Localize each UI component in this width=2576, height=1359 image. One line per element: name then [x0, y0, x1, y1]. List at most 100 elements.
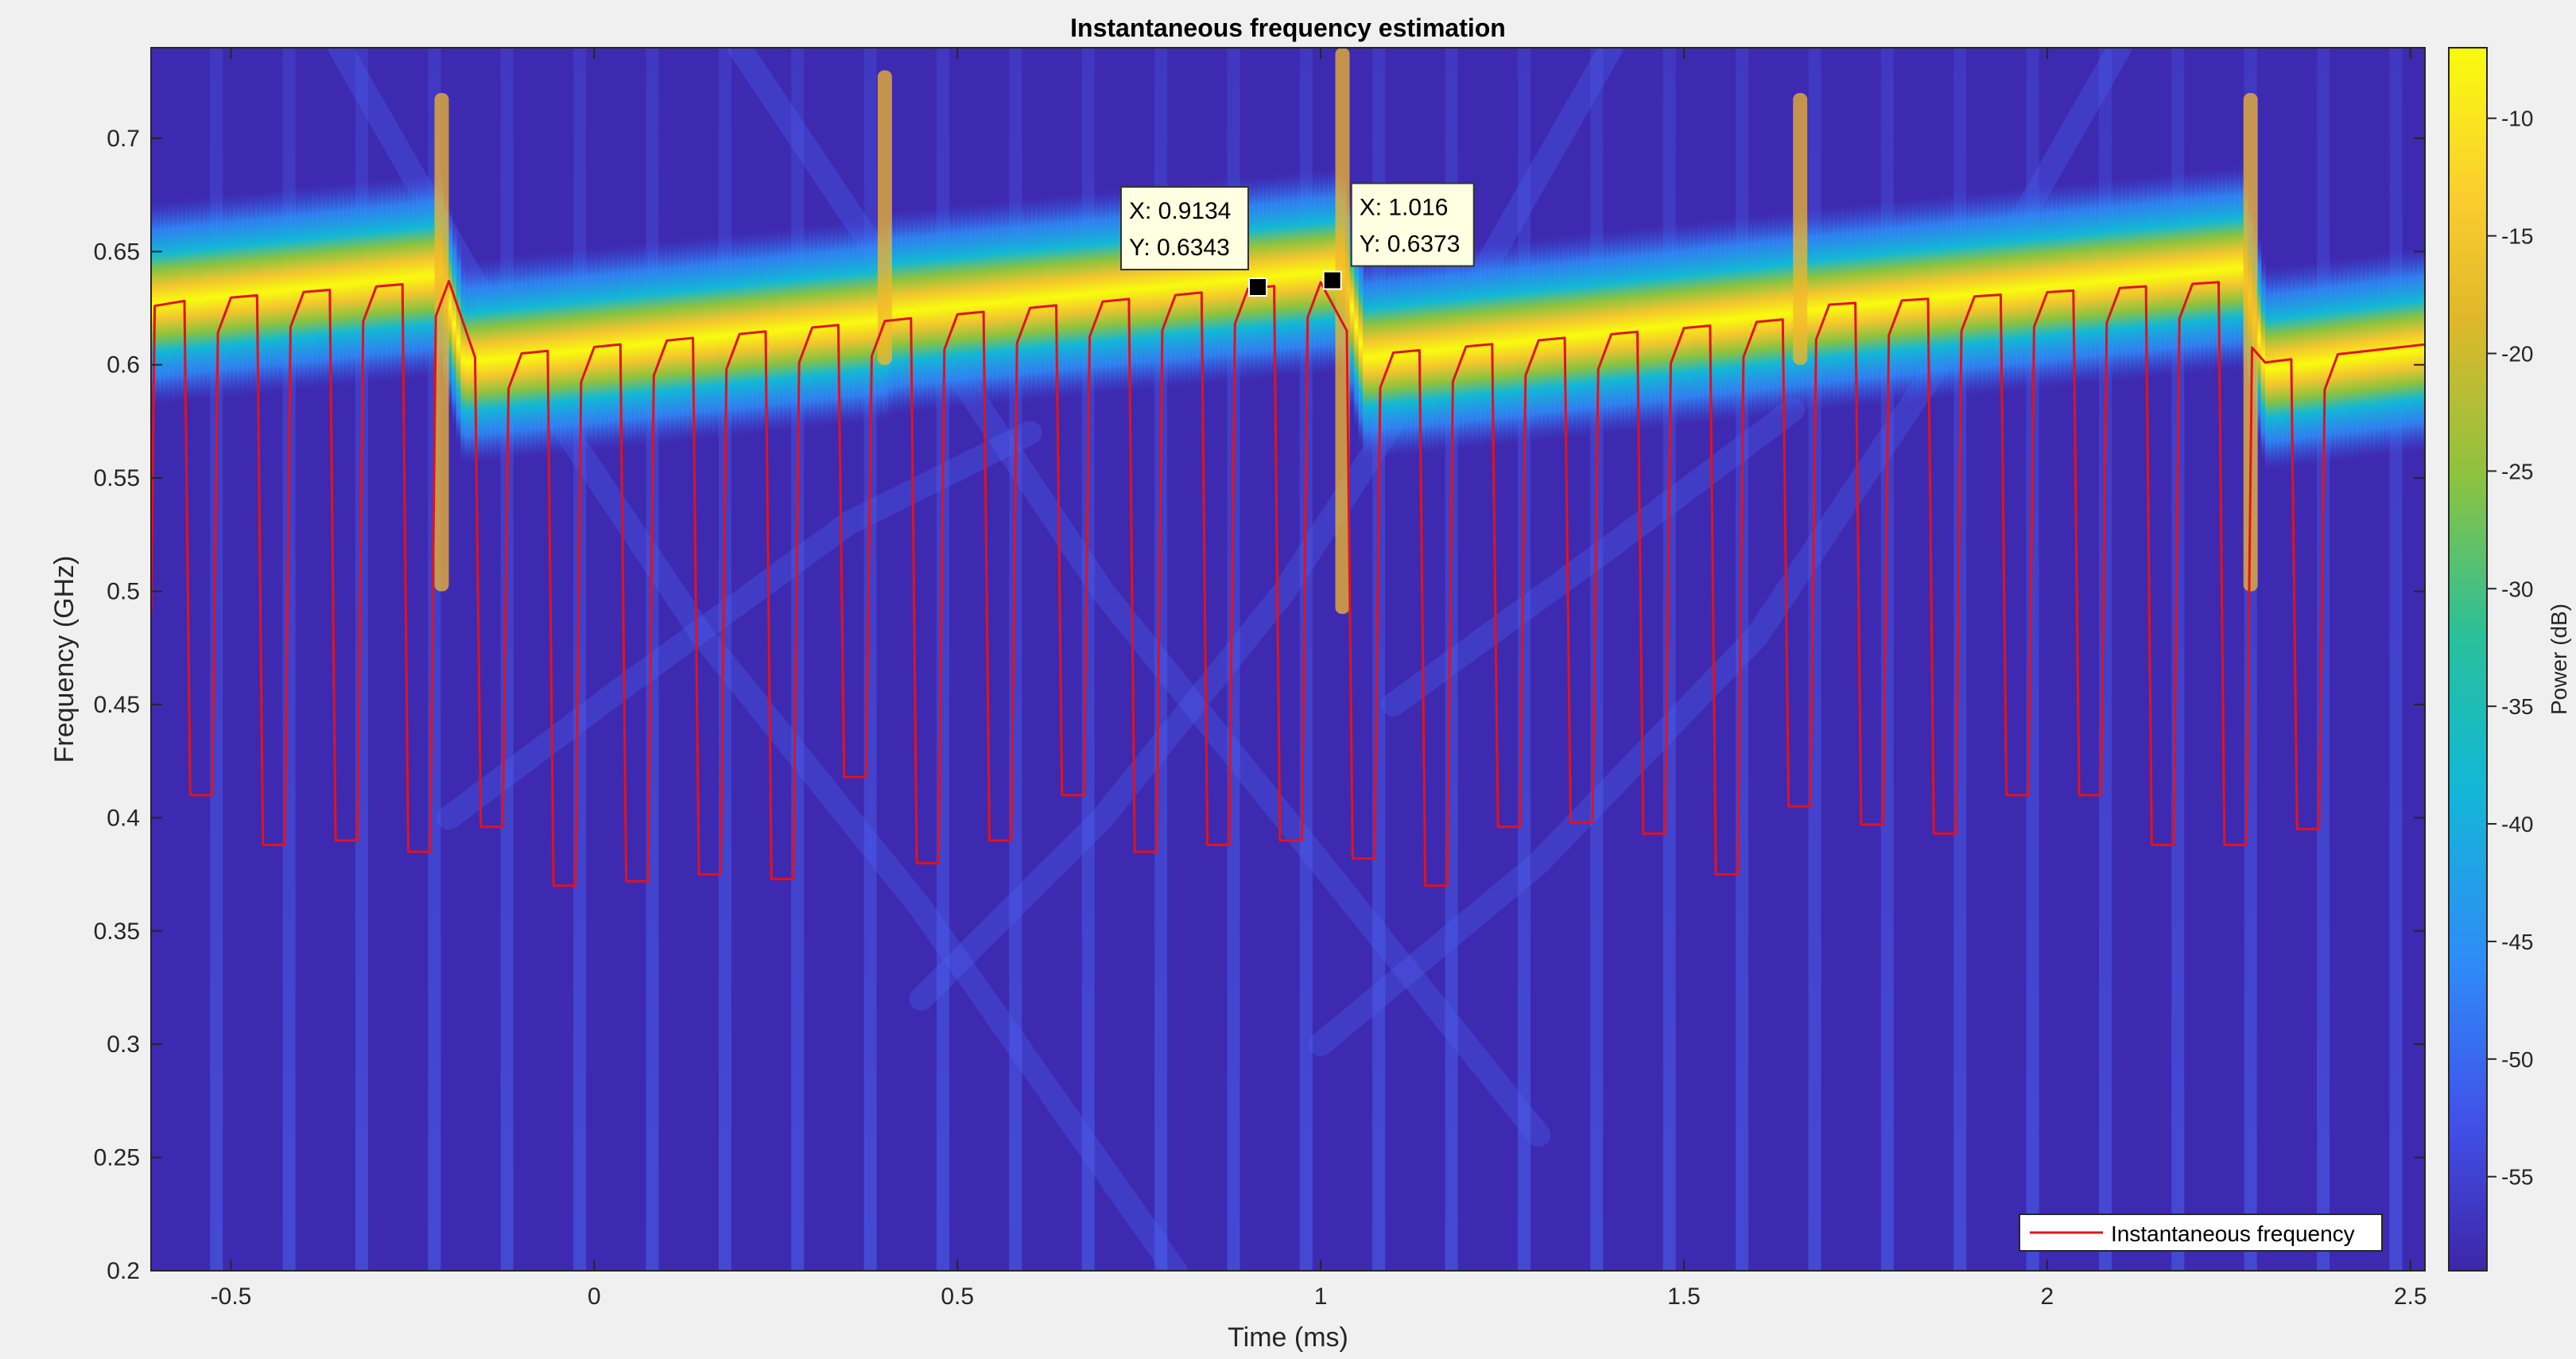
spectrogram-ridge-cell — [1776, 212, 1783, 417]
spectrogram-ridge-cell — [2008, 188, 2013, 393]
spectrogram-ridge-cell — [2291, 263, 2297, 468]
spectrogram-transient — [1793, 93, 1808, 365]
x-axis-label: Time (ms) — [1228, 1322, 1348, 1353]
spectrogram-ridge-cell — [1946, 194, 1953, 398]
spectrogram-ridge-cell — [2417, 247, 2423, 452]
spectrogram-ridge-cell — [1938, 195, 1944, 399]
spectrogram-ridge-cell — [1498, 242, 1503, 446]
spectrogram-ridge-cell — [281, 188, 287, 392]
y-tick-label: 0.5 — [107, 579, 140, 605]
spectrogram-ridge-cell — [2330, 258, 2336, 463]
spectrogram-ridge-cell — [1170, 184, 1177, 388]
spectrogram-ridge-cell — [1698, 220, 1704, 425]
spectrogram-ridge-cell — [861, 219, 867, 424]
spectrogram-ridge-cell — [1507, 240, 1512, 445]
spectrogram-ridge-cell — [246, 192, 252, 396]
spectrogram-ridge-cell — [538, 252, 545, 456]
spectrogram-ridge-cell — [1567, 234, 1573, 438]
spectrogram-ridge-cell — [944, 205, 950, 410]
spectrogram-ridge-cell — [1284, 173, 1290, 377]
spectrogram-ridge-cell — [673, 239, 680, 443]
spectrogram-ridge-cell — [286, 188, 292, 392]
spectrogram-ridge-cell — [2304, 262, 2310, 466]
spectrogram-ridge-cell — [735, 232, 740, 437]
spectrogram-ridge-cell — [1154, 185, 1159, 390]
spectrogram-ridge-cell — [320, 184, 327, 388]
spectrogram-ridge-cell — [582, 248, 588, 452]
spectrogram-ridge-cell — [983, 201, 989, 406]
spectrogram-ridge-cell — [1279, 173, 1286, 378]
spectrogram-ridge-cell — [1860, 203, 1865, 407]
y-axis-label: Frequency (GHz) — [49, 556, 80, 763]
data-tip-marker — [1322, 270, 1342, 290]
spectrogram-ridge-cell — [2369, 254, 2375, 458]
spectrogram-ridge-cell — [334, 183, 339, 387]
spectrogram-ridge-cell — [569, 249, 575, 454]
spectrogram-ridge-cell — [364, 180, 370, 384]
spectrogram-ridge-cell — [378, 178, 383, 382]
y-tick-label: 0.45 — [94, 692, 140, 718]
spectrogram-ridge-cell — [2055, 184, 2062, 388]
data-tip[interactable]: X: 1.016 Y: 0.6373 — [1322, 182, 1475, 290]
spectrogram-ridge-cell — [896, 210, 902, 414]
spectrogram-ridge-cell — [2139, 175, 2144, 380]
spectrogram-ridge-cell — [2182, 171, 2188, 375]
spectrogram-ridge-cell — [1414, 250, 1421, 455]
spectrogram-transient — [877, 70, 892, 365]
spectrogram-ridge-cell — [957, 204, 963, 409]
spectrogram-ridge-cell — [961, 204, 967, 408]
spectrogram-ridge-cell — [1014, 199, 1019, 403]
spectrogram-ridge-cell — [875, 218, 880, 422]
spectrogram-ridge-cell — [1751, 215, 1756, 419]
spectrogram-ridge-cell — [922, 208, 928, 412]
spectrogram-ridge-cell — [1201, 181, 1207, 385]
spectrogram-ridge-cell — [774, 228, 780, 433]
spectrogram-ridge-cell — [2116, 177, 2122, 382]
spectrogram-ridge-cell — [1402, 251, 1407, 456]
spectrogram-ridge-cell — [199, 196, 204, 401]
spectrogram-ridge-cell — [1092, 191, 1098, 395]
x-tick-label: -0.5 — [211, 1283, 252, 1310]
data-tip[interactable]: X: 0.9134 Y: 0.6343 — [1120, 186, 1267, 297]
spectrogram-ridge-cell — [1493, 242, 1499, 446]
x-tick-label: 2.5 — [2394, 1283, 2427, 1310]
spectrogram-ridge-cell — [2151, 174, 2157, 379]
spectrogram-stripe — [718, 48, 731, 1271]
spectrogram-ridge-cell — [2299, 262, 2306, 467]
spectrogram-ridge-cell — [979, 202, 984, 406]
spectrogram-ridge-cell — [390, 177, 396, 382]
spectrogram-ridge-cell — [643, 242, 649, 446]
spectrogram-ridge-cell — [1236, 177, 1242, 382]
spectrogram-ridge-cell — [1035, 196, 1042, 401]
spectrogram-ridge-cell — [1363, 255, 1368, 460]
spectrogram-ridge-cell — [155, 200, 161, 406]
data-tip-y: Y: 0.6343 — [1129, 235, 1230, 261]
spectrogram-ridge-cell — [731, 233, 736, 437]
spectrogram-ridge-cell — [2374, 253, 2380, 457]
spectrogram-stripe — [1518, 48, 1530, 1271]
spectrogram-ridge-cell — [1681, 222, 1686, 426]
spectrogram-ridge-cell — [1263, 175, 1268, 379]
spectrogram-ridge-cell — [1449, 247, 1456, 451]
data-tip-y: Y: 0.6373 — [1360, 231, 1461, 258]
spectrogram-ridge-cell — [657, 240, 662, 445]
spectrogram-ridge-cell — [1110, 189, 1115, 394]
spectrogram-ridge-cell — [160, 200, 165, 405]
spectrogram-ridge-cell — [639, 242, 645, 447]
spectrogram-ridge-cell — [395, 177, 401, 381]
spectrogram-ridge-cell — [1969, 192, 1974, 397]
spectrogram-ridge-cell — [1096, 191, 1102, 395]
spectrogram-ridge-cell — [1061, 194, 1068, 398]
spectrogram-ridge-cell — [1305, 171, 1312, 375]
spectrogram-ridge-cell — [2143, 175, 2148, 379]
spectrogram-ridge-cell — [1572, 234, 1577, 438]
spectrogram-ridge-cell — [325, 184, 331, 388]
spectrogram-ridge-cell — [526, 254, 531, 458]
spectrogram-ridge-cell — [1166, 184, 1172, 389]
legend[interactable]: Instantaneous frequency — [2019, 1213, 2383, 1252]
spectrogram-ridge-cell — [1620, 228, 1625, 433]
spectrogram-ridge-cell — [766, 229, 771, 433]
plot-frame — [150, 47, 2426, 1272]
spectrogram-ridge-cell — [513, 255, 518, 460]
data-tip-box — [1350, 182, 1475, 267]
